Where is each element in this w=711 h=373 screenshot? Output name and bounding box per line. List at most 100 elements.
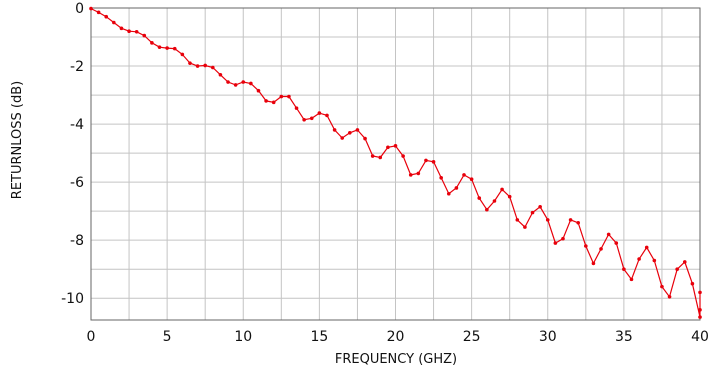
data-point [256,88,261,93]
data-point [469,177,474,182]
x-axis-label: FREQUENCY (GHZ) [335,352,457,367]
data-point [211,65,215,70]
y-tick-label: -8 [70,233,84,249]
data-point [629,277,634,282]
data-point [348,131,352,135]
data-point [408,173,413,177]
data-point [568,218,573,222]
data-point [530,210,535,215]
series-markers [89,6,702,319]
data-point [279,94,284,99]
data-point [644,245,649,250]
data-point [233,83,238,87]
data-point [104,14,109,19]
data-point [591,261,596,266]
data-point [622,267,626,272]
x-tick-label: 40 [691,329,709,345]
data-point [332,128,337,132]
data-point [576,220,580,225]
data-point [119,26,124,31]
data-point [127,29,131,34]
data-point [667,294,672,299]
data-point [165,46,169,50]
data-point [180,52,185,57]
y-axis-ticks: 0 -2 -4 -6 -8 -10 [61,1,84,307]
data-point [325,113,329,118]
data-point [112,20,116,25]
data-point [424,158,428,163]
data-point [378,155,383,160]
data-point [370,154,375,158]
data-point [523,225,527,229]
data-point [134,29,139,34]
plot-frame [90,7,701,321]
data-point [309,116,314,121]
x-tick-label: 25 [463,329,481,345]
x-tick-label: 10 [234,329,252,345]
data-point [515,218,520,222]
y-tick-label: -6 [70,175,84,191]
data-point [439,175,443,180]
x-axis-ticks: 0 5 10 15 20 25 30 35 40 [87,329,709,345]
data-point [317,111,322,115]
x-tick-label: 0 [87,329,96,345]
y-tick-label: -10 [61,291,84,307]
data-point [690,281,695,286]
data-point [561,236,565,241]
data-point [584,244,588,248]
data-point [660,284,664,289]
data-point [507,194,512,199]
data-point [271,100,276,105]
x-tick-label: 20 [387,329,405,345]
data-point [188,61,192,65]
data-point [492,199,497,203]
data-point [195,64,200,68]
data-point [454,186,459,190]
data-point [264,99,268,103]
data-point [599,247,603,251]
data-point [172,46,177,51]
data-point [218,72,223,77]
data-point [96,10,101,15]
data-point [485,207,489,212]
data-point [675,267,679,272]
data-point [698,315,702,319]
data-point [386,145,390,150]
x-tick-label: 15 [310,329,328,345]
data-point [340,136,345,140]
data-point [150,41,154,45]
data-point [553,241,558,245]
data-point [431,160,436,164]
data-point [142,33,147,38]
data-point [538,205,542,209]
x-tick-label: 5 [163,329,172,345]
data-point [203,63,207,68]
x-tick-label: 30 [539,329,557,345]
y-tick-label: 0 [75,1,84,17]
data-point [698,290,702,295]
data-point [157,45,162,49]
data-point [416,171,421,176]
x-tick-label: 35 [615,329,633,345]
data-point [500,187,504,192]
data-point [226,80,230,84]
data-point [249,81,253,86]
data-point [287,94,291,99]
data-point [294,106,299,110]
data-point [363,136,367,141]
data-point [446,191,451,196]
data-point [393,144,398,148]
data-point [606,232,611,237]
data-point [614,241,619,245]
data-point [241,80,246,84]
data-point [545,218,550,222]
data-point [462,173,466,177]
y-tick-label: -4 [70,117,84,133]
y-axis-label: RETURNLOSS (dB) [10,81,25,199]
data-point [637,257,641,261]
y-tick-label: -2 [70,59,84,75]
data-point [355,128,360,132]
data-point [682,260,687,264]
data-point [302,117,306,122]
